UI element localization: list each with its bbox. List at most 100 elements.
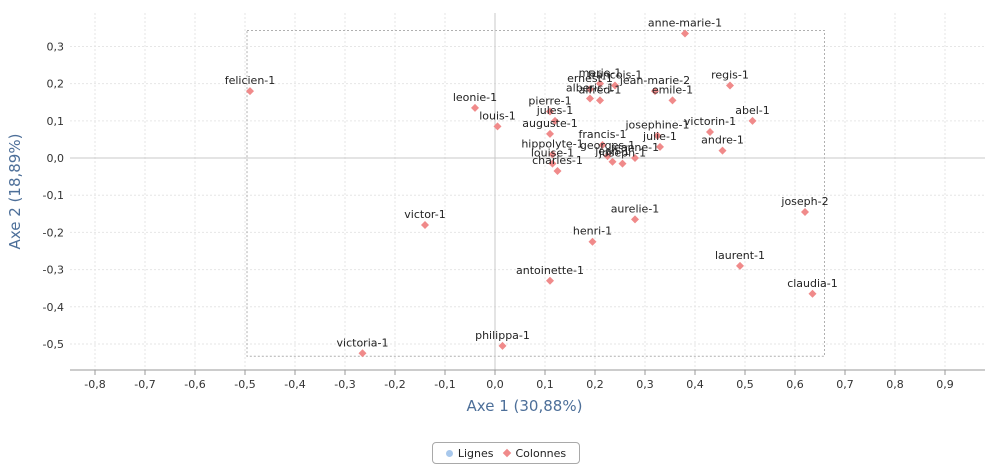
data-point-hippolyte-1[interactable]	[548, 150, 557, 159]
data-point-auguste-1[interactable]	[546, 129, 554, 138]
point-label-francis-1: francis-1	[579, 128, 627, 141]
x-tick-label: -0,3	[334, 378, 355, 391]
point-label-victor-1: victor-1	[404, 208, 445, 221]
point-label-regis-1: regis-1	[711, 69, 749, 82]
y-tick-label: 0,0	[47, 152, 65, 165]
data-point-felicien-1[interactable]	[246, 87, 254, 96]
point-label-victoria-1: victoria-1	[337, 336, 389, 349]
y-tick-label: -0,5	[43, 338, 64, 351]
x-tick-label: 0,0	[486, 378, 504, 391]
point-label-georges-1: georges-1	[580, 139, 635, 152]
data-point-jean-marie-2[interactable]	[651, 87, 659, 96]
data-point-alberic-1[interactable]	[586, 94, 594, 103]
data-point-joseph-1[interactable]	[618, 159, 627, 168]
point-label-julie-1: julie-1	[642, 130, 677, 143]
x-tick-label: -0,1	[434, 378, 455, 391]
point-label-jeanne-1: jeanne-1	[610, 141, 659, 154]
x-tick-label: 0,6	[786, 378, 804, 391]
data-point-ernest-1[interactable]	[586, 85, 594, 94]
data-point-jules-1[interactable]	[551, 116, 559, 125]
y-tick-label: 0,3	[47, 40, 65, 53]
x-tick-label: -0,2	[384, 378, 405, 391]
point-label-jules-1: jules-1	[536, 104, 574, 117]
data-point-georges-1[interactable]	[603, 152, 612, 161]
point-label-josephine-1: josephine-1	[624, 119, 689, 132]
data-point-josephine-1[interactable]	[653, 131, 662, 140]
x-tick-label: 0,5	[736, 378, 754, 391]
point-label-alfred-1: alfred-1	[579, 83, 622, 96]
data-point-louis-1[interactable]	[493, 122, 502, 131]
legend-item-colonnes[interactable]: Colonnes	[502, 446, 567, 460]
data-point-francois-1[interactable]	[611, 81, 619, 90]
point-label-jean-1: jean-1	[594, 145, 630, 158]
point-label-marie-1: marie-1	[579, 67, 622, 80]
data-point-jean-1[interactable]	[608, 157, 617, 166]
x-tick-label: 0,1	[536, 378, 554, 391]
data-point-charles-1[interactable]	[553, 167, 562, 176]
data-point-philippa-1[interactable]	[498, 341, 507, 350]
data-point-alfred-1[interactable]	[596, 96, 604, 105]
point-label-joseph-1: joseph-1	[598, 147, 646, 160]
point-label-philippa-1: philippa-1	[475, 329, 530, 342]
y-tick-label: 0,2	[47, 78, 65, 91]
x-tick-label: -0,5	[234, 378, 255, 391]
y-tick-label: -0,4	[43, 301, 64, 314]
point-label-victorin-1: victorin-1	[684, 115, 736, 128]
data-point-julie-1[interactable]	[656, 142, 664, 151]
point-label-louise-1: louise-1	[531, 147, 574, 160]
legend-label-colonnes: Colonnes	[515, 446, 567, 460]
data-point-aurelie-1[interactable]	[631, 215, 639, 224]
data-point-leonie-1[interactable]	[471, 103, 479, 112]
data-point-abel-1[interactable]	[748, 116, 757, 125]
data-point-victorin-1[interactable]	[706, 128, 714, 136]
point-label-aurelie-1: aurelie-1	[611, 202, 660, 215]
data-point-louise-1[interactable]	[548, 159, 557, 168]
data-point-laurent-1[interactable]	[736, 261, 744, 270]
data-point-regis-1[interactable]	[726, 81, 734, 90]
data-point-claudia-1[interactable]	[808, 289, 817, 298]
x-tick-label: -0,8	[84, 378, 105, 391]
x-tick-label: -0,4	[284, 378, 305, 391]
data-point-francis-1[interactable]	[598, 141, 607, 150]
x-axis-title: Axe 1 (30,88%)	[467, 397, 583, 415]
x-tick-label: 0,2	[586, 378, 604, 391]
data-point-antoinette-1[interactable]	[546, 276, 554, 285]
y-tick-label: -0,2	[43, 226, 64, 239]
point-label-leonie-1: leonie-1	[453, 91, 497, 104]
point-label-laurent-1: laurent-1	[715, 249, 765, 262]
legend-item-lignes[interactable]: Lignes	[445, 446, 494, 460]
point-label-hippolyte-1: hippolyte-1	[521, 137, 583, 150]
y-tick-label: 0,1	[47, 115, 65, 128]
legend-label-lignes: Lignes	[457, 446, 494, 460]
point-label-pierre-1: pierre-1	[528, 95, 571, 108]
data-point-andre-1[interactable]	[718, 146, 727, 155]
point-label-antoinette-1: antoinette-1	[516, 264, 584, 277]
data-point-joseph-2[interactable]	[801, 207, 809, 216]
data-point-emile-1[interactable]	[668, 96, 677, 105]
y-axis-title: Axe 2 (18,89%)	[6, 134, 24, 250]
y-tick-label: -0,1	[43, 189, 64, 202]
x-tick-label: 0,8	[886, 378, 904, 391]
data-point-jeanne-1[interactable]	[631, 154, 639, 163]
point-label-louis-1: louis-1	[479, 109, 516, 122]
x-tick-label: -0,7	[134, 378, 155, 391]
point-label-alberic-1: alberic-1	[566, 82, 614, 95]
x-tick-label: 0,4	[686, 378, 704, 391]
x-tick-label: 0,3	[636, 378, 654, 391]
grid-lines	[70, 13, 985, 370]
data-point-marie-1[interactable]	[596, 79, 604, 88]
data-point-victor-1[interactable]	[421, 220, 429, 229]
data-point-anne-marie-1[interactable]	[681, 29, 689, 38]
point-label-ernest-1: ernest-1	[567, 72, 613, 85]
data-point-pierre-1[interactable]	[546, 107, 554, 116]
point-label-felicien-1: felicien-1	[225, 74, 276, 87]
point-label-auguste-1: auguste-1	[522, 117, 577, 130]
data-point-victoria-1[interactable]	[358, 349, 367, 358]
point-label-claudia-1: claudia-1	[787, 277, 838, 290]
chart-legend: Lignes Colonnes	[432, 442, 580, 464]
point-label-joseph-2: joseph-2	[780, 195, 828, 208]
point-label-emile-1: emile-1	[652, 83, 693, 96]
data-point-henri-1[interactable]	[588, 237, 597, 246]
point-labels: anne-marie-1 felicien-1 regis-1 marie-1erne…	[225, 16, 838, 349]
